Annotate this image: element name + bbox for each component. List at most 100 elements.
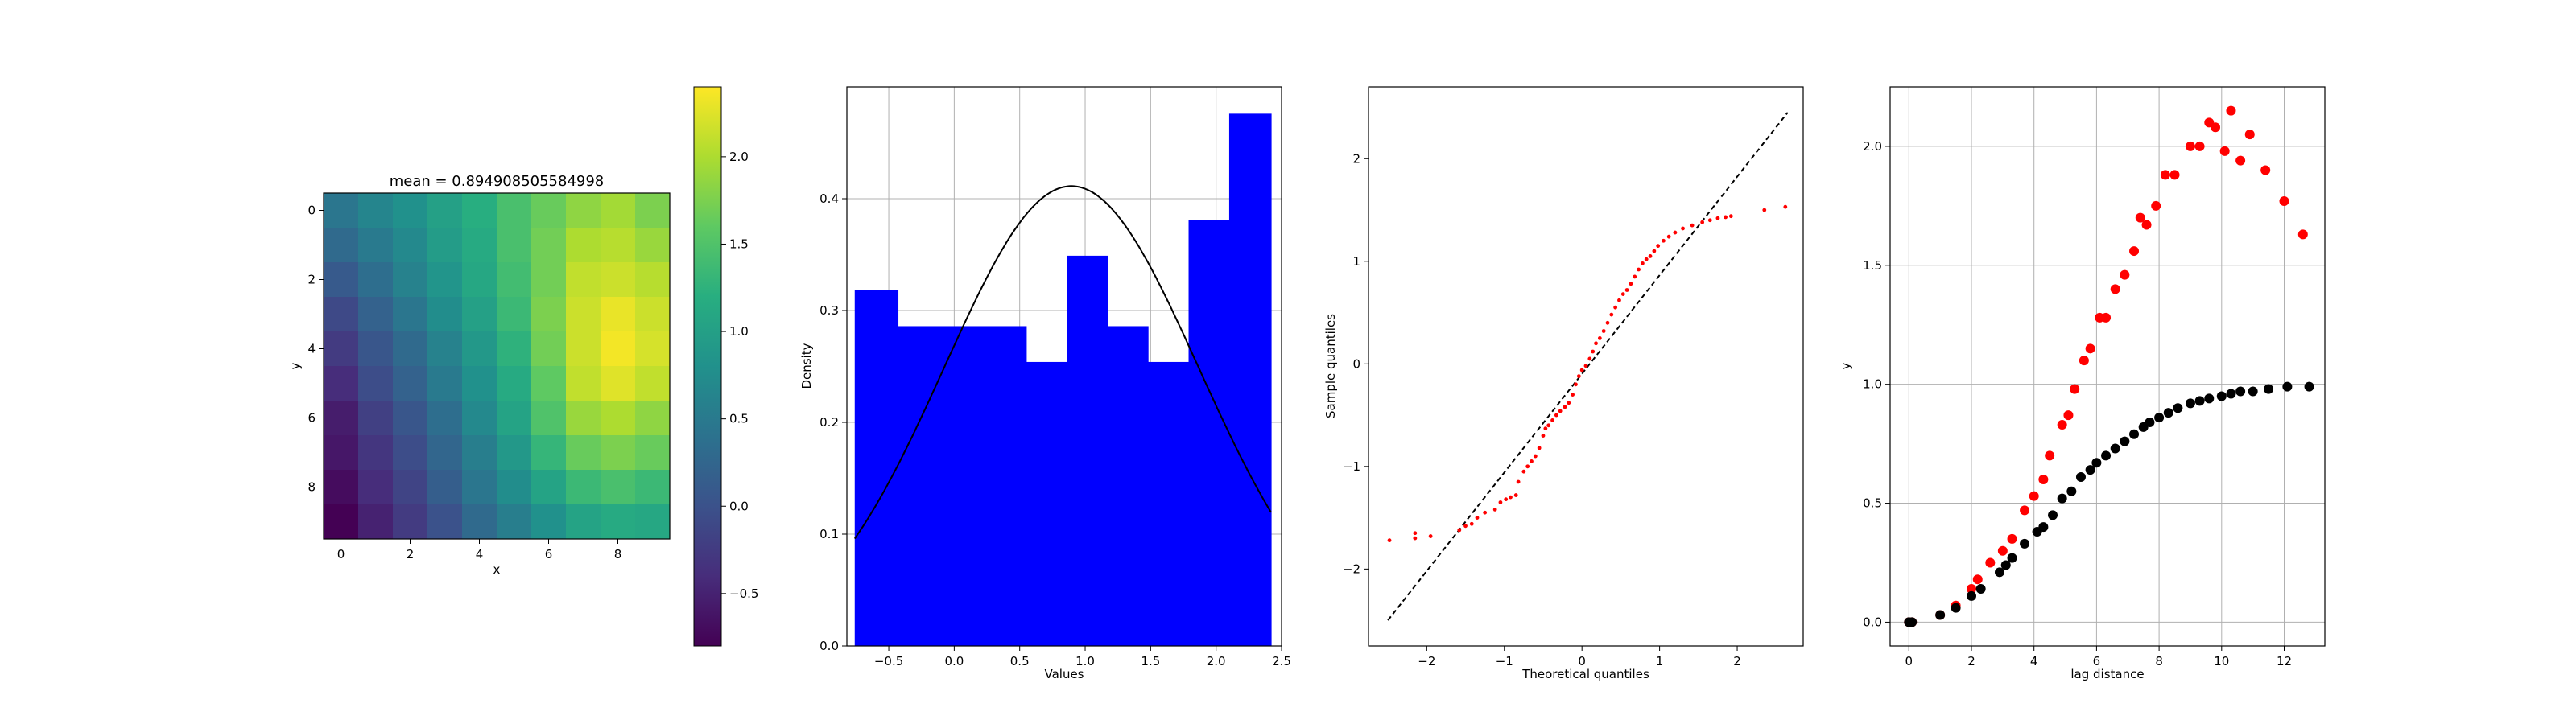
heatmap-cell <box>497 262 532 298</box>
heatmap-cell <box>566 366 601 401</box>
heatmap-cell <box>358 435 394 471</box>
heatmap-cell <box>601 297 636 332</box>
y-tick-label: 2 <box>1352 151 1360 166</box>
heatmap-cell <box>393 504 428 540</box>
variogram-black-point <box>2145 418 2155 427</box>
variogram-black-point <box>2154 413 2165 423</box>
y-tick-label: 0.5 <box>1863 496 1882 511</box>
heatmap-cell <box>462 193 497 228</box>
histogram-y-label: Density <box>799 343 814 389</box>
heatmap-cell <box>497 331 532 367</box>
variogram-black-point <box>2185 398 2195 409</box>
y-tick-label: 0 <box>308 204 316 218</box>
variogram-red-point <box>1972 574 1983 585</box>
qq-point <box>1644 257 1649 261</box>
variogram-red-point <box>2235 155 2246 166</box>
variogram-red-point <box>2110 284 2120 294</box>
qq-panel: −2 −1 0 1 2 −2 −1 0 1 2 Theoretical quantiles Sa… <box>1323 86 1804 681</box>
heatmap-cell <box>566 331 601 367</box>
heatmap-cell <box>324 228 359 263</box>
heatmap-cell <box>462 366 497 401</box>
heatmap-cell <box>531 401 567 436</box>
y-tick-label: 0.2 <box>819 415 839 430</box>
qq-point <box>1666 234 1671 239</box>
variogram-black-point <box>2129 429 2140 439</box>
x-tick-label: 10 <box>2214 654 2229 668</box>
qq-point <box>1690 223 1695 228</box>
x-tick-label: 4 <box>2030 654 2038 668</box>
x-tick-label: 1.0 <box>1075 654 1095 668</box>
heatmap-cell <box>601 331 636 367</box>
x-tick-label: 0 <box>337 547 345 562</box>
qq-y-label: Sample quantiles <box>1323 314 1338 418</box>
qq-point <box>1463 524 1468 529</box>
y-tick-label: 0.0 <box>1863 615 1882 629</box>
variogram-red-point <box>1985 557 1996 568</box>
heatmap-panel: mean = 0.894908505584998 0 2 4 6 8 0 2 4 6 8 x y <box>288 173 671 577</box>
x-tick-label: 6 <box>545 547 553 562</box>
variogram-black-point <box>2057 493 2067 504</box>
variogram-black-point <box>2264 384 2274 394</box>
variogram-red-point <box>2120 269 2130 280</box>
heatmap-cell <box>566 504 601 540</box>
qq-point <box>1574 382 1578 387</box>
variogram-red-point <box>2079 356 2089 366</box>
x-tick-label: 2.5 <box>1272 654 1291 668</box>
qq-point <box>1483 510 1488 515</box>
x-tick-label: 8 <box>2155 654 2163 668</box>
heatmap-cell <box>601 504 636 540</box>
heatmap-cell <box>601 470 636 505</box>
variogram-black-point <box>2007 553 2017 563</box>
variogram-red-point <box>2135 212 2145 223</box>
histogram-bar <box>1026 361 1067 646</box>
variogram-black-point <box>2038 522 2049 533</box>
qq-x-label: Theoretical quantiles <box>1521 667 1649 681</box>
heatmap-cell <box>324 366 359 401</box>
qq-point <box>1428 534 1433 538</box>
y-tick-label: 0.0 <box>819 639 839 653</box>
heatmap-cell <box>531 228 567 263</box>
qq-point <box>1504 497 1509 502</box>
histogram-y-ticks: 0.0 0.1 0.2 0.3 0.4 <box>819 191 847 653</box>
heatmap-cell <box>531 470 567 505</box>
histogram-bars <box>854 113 1272 647</box>
variogram-black-point <box>2075 472 2086 483</box>
heatmap-cell <box>358 193 394 228</box>
heatmap-cell <box>566 297 601 332</box>
qq-reference-line <box>1387 112 1789 621</box>
variogram-black-point <box>2066 486 2077 496</box>
heatmap-cell <box>601 228 636 263</box>
variogram-black-point <box>2216 391 2227 401</box>
heatmap-cell <box>531 435 567 471</box>
heatmap-cell <box>393 262 428 298</box>
variogram-x-ticks: 0 2 4 6 8 10 12 <box>1905 646 2292 668</box>
heatmap-cell <box>531 193 567 228</box>
qq-point <box>1597 336 1602 340</box>
heatmap-cell <box>393 193 428 228</box>
qq-point <box>1558 409 1563 413</box>
heatmap-cell <box>393 435 428 471</box>
heatmap-cell <box>566 435 601 471</box>
histogram-bar <box>1228 113 1272 647</box>
heatmap-cell <box>427 401 463 436</box>
heatmap-cell <box>635 435 671 471</box>
x-tick-label: 12 <box>2277 654 2292 668</box>
qq-points <box>1387 204 1788 543</box>
qq-point <box>1783 204 1788 209</box>
qq-point <box>1762 208 1767 212</box>
variogram-black-point <box>2120 436 2130 446</box>
heatmap-cell <box>497 297 532 332</box>
variogram-red-point <box>2070 384 2080 394</box>
heatmap-cell <box>635 366 671 401</box>
qq-point <box>1673 230 1678 235</box>
variogram-y-label: y <box>1839 362 1853 369</box>
heatmap-cell <box>566 262 601 298</box>
variogram-red-point <box>1997 545 2008 556</box>
variogram-black-point <box>2282 381 2293 392</box>
heatmap-cell <box>497 228 532 263</box>
heatmap-cell <box>462 401 497 436</box>
qq-point <box>1728 214 1733 219</box>
variogram-red-point <box>2169 170 2180 180</box>
variogram-red-point <box>2151 200 2161 211</box>
heatmap-cell <box>358 228 394 263</box>
